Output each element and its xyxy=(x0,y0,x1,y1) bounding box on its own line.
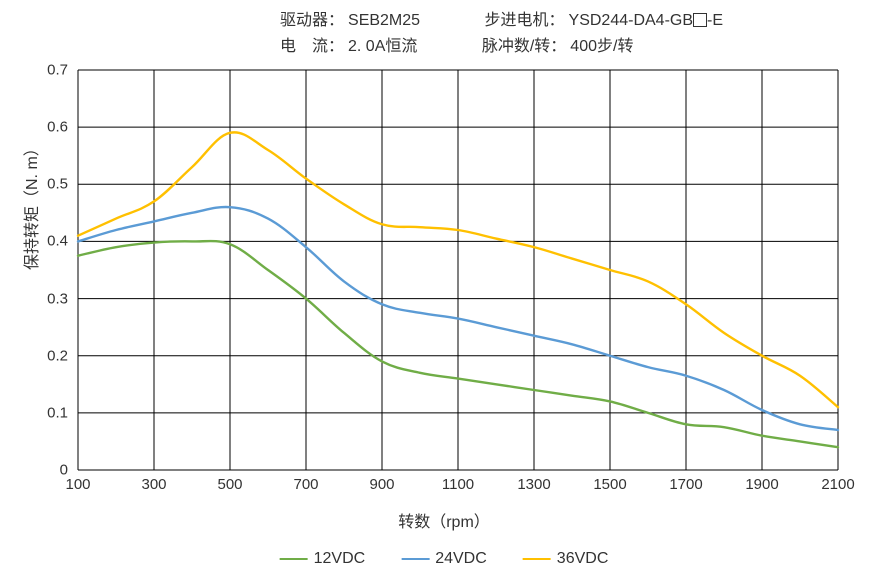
x-tick-label: 2100 xyxy=(821,476,854,493)
legend-label-36vdc: 36VDC xyxy=(557,550,609,568)
x-tick-label: 1300 xyxy=(517,476,550,493)
x-tick-label: 300 xyxy=(141,476,166,493)
legend-swatch-12vdc xyxy=(280,558,308,561)
chart-header: 驱动器：SEB2M25 步进电机：YSD244-DA4-GB-E 电 流：2. … xyxy=(280,8,723,59)
y-tick-label: 0.1 xyxy=(28,404,68,421)
chart-svg xyxy=(78,70,838,470)
legend-swatch-24vdc xyxy=(401,558,429,561)
y-tick-label: 0 xyxy=(28,462,68,479)
y-axis-title: 保持转矩（N. m） xyxy=(18,140,42,270)
current-label: 电 流： xyxy=(280,38,344,55)
x-axis-title: 转数（rpm） xyxy=(398,508,490,532)
pulse-value: 400步/转 xyxy=(570,38,633,55)
y-tick-label: 0.7 xyxy=(28,62,68,79)
x-tick-label: 1900 xyxy=(745,476,778,493)
y-tick-label: 0.3 xyxy=(28,290,68,307)
x-tick-label: 700 xyxy=(293,476,318,493)
placeholder-box-icon xyxy=(693,13,707,27)
legend: 12VDC 24VDC 36VDC xyxy=(280,550,609,568)
legend-item-24vdc: 24VDC xyxy=(401,550,487,568)
driver-label: 驱动器： xyxy=(280,12,344,29)
legend-label-12vdc: 12VDC xyxy=(314,550,366,568)
x-tick-label: 100 xyxy=(65,476,90,493)
motor-label: 步进电机： xyxy=(485,12,565,29)
legend-item-36vdc: 36VDC xyxy=(523,550,609,568)
y-tick-label: 0.4 xyxy=(28,233,68,250)
x-tick-label: 1500 xyxy=(593,476,626,493)
x-tick-label: 1700 xyxy=(669,476,702,493)
driver-value: SEB2M25 xyxy=(348,12,420,29)
y-tick-label: 0.6 xyxy=(28,119,68,136)
y-tick-label: 0.2 xyxy=(28,347,68,364)
x-tick-label: 900 xyxy=(369,476,394,493)
legend-swatch-36vdc xyxy=(523,558,551,561)
motor-value: YSD244-DA4-GB-E xyxy=(569,12,724,29)
pulse-label: 脉冲数/转： xyxy=(482,38,566,55)
x-tick-label: 1100 xyxy=(442,476,474,493)
current-value: 2. 0A恒流 xyxy=(348,38,417,55)
header-row-2: 电 流：2. 0A恒流 脉冲数/转：400步/转 xyxy=(280,34,723,60)
header-row-1: 驱动器：SEB2M25 步进电机：YSD244-DA4-GB-E xyxy=(280,8,723,34)
x-tick-label: 500 xyxy=(217,476,242,493)
chart-plot-area xyxy=(78,70,838,470)
legend-label-24vdc: 24VDC xyxy=(435,550,487,568)
y-tick-label: 0.5 xyxy=(28,176,68,193)
legend-item-12vdc: 12VDC xyxy=(280,550,366,568)
